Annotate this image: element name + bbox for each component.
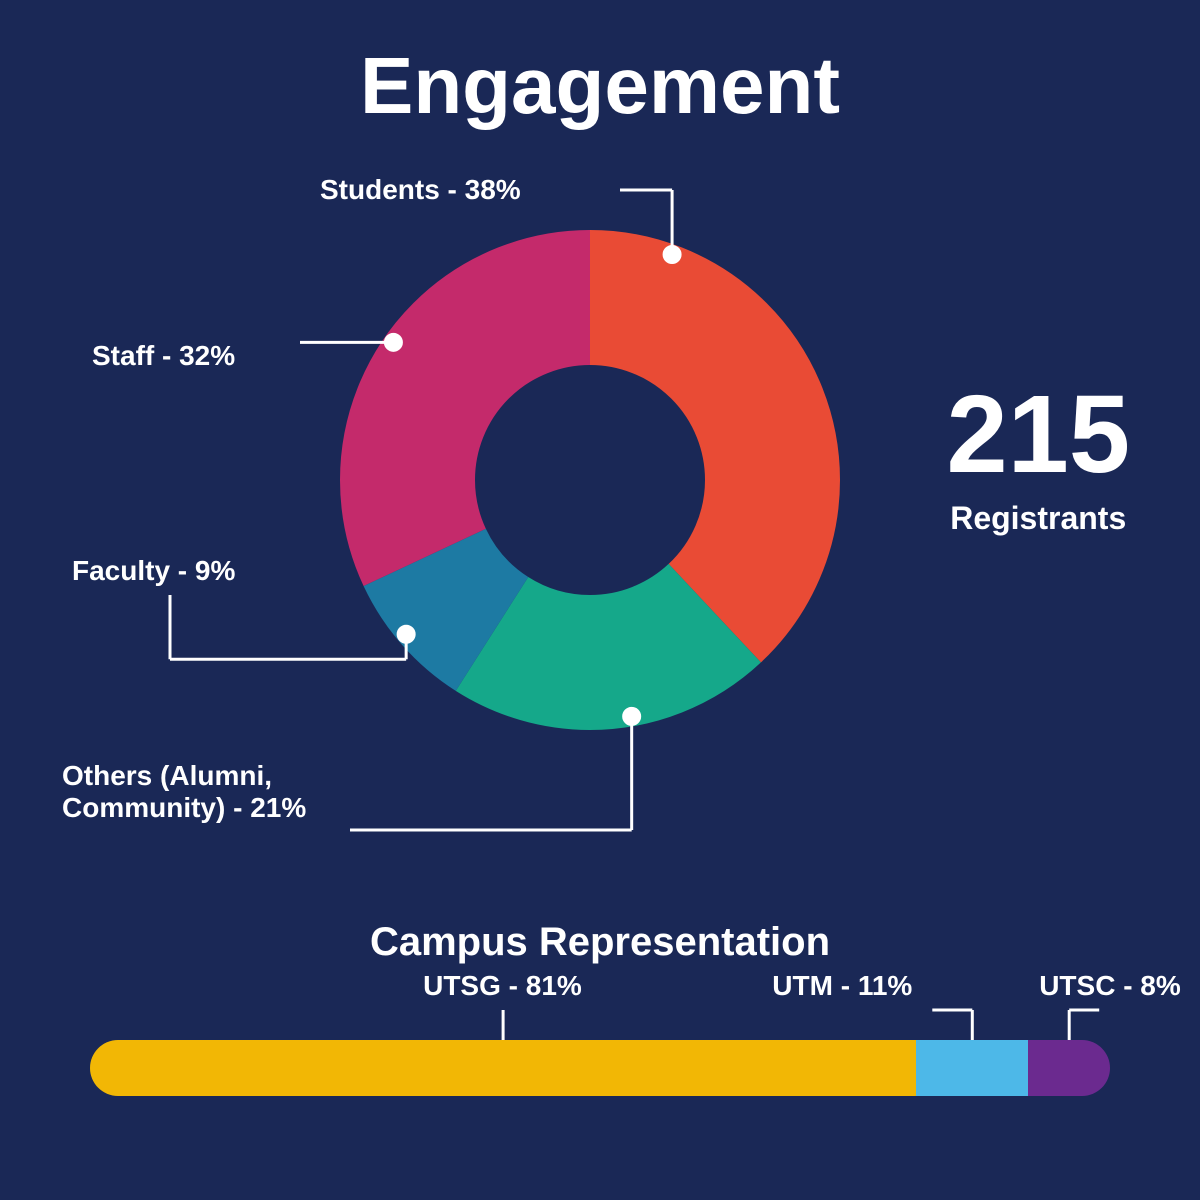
campus-title: Campus Representation: [0, 920, 1200, 965]
registrants-metric: 215 Registrants: [946, 380, 1130, 537]
bar-label-utsg: UTSG - 81%: [423, 970, 582, 1002]
bar-label-utm: UTM - 11%: [772, 970, 912, 1002]
bar-segment: [916, 1040, 1028, 1096]
registrants-value: 215: [946, 380, 1130, 490]
registrants-label: Registrants: [946, 500, 1130, 537]
bar-segment: [1028, 1040, 1110, 1096]
donut-segment-label: Students - 38%: [320, 174, 521, 206]
bar-label-utsc: UTSC - 8%: [1039, 970, 1181, 1002]
page-title: Engagement: [0, 40, 1200, 132]
donut-chart: [340, 230, 840, 730]
donut-segment-label: Faculty - 9%: [72, 555, 235, 587]
bar-segment: [90, 1040, 916, 1096]
donut-segment-label: Staff - 32%: [92, 340, 235, 372]
donut-segment-label: Others (Alumni,Community) - 21%: [62, 760, 306, 824]
campus-bar: [90, 1040, 1110, 1096]
